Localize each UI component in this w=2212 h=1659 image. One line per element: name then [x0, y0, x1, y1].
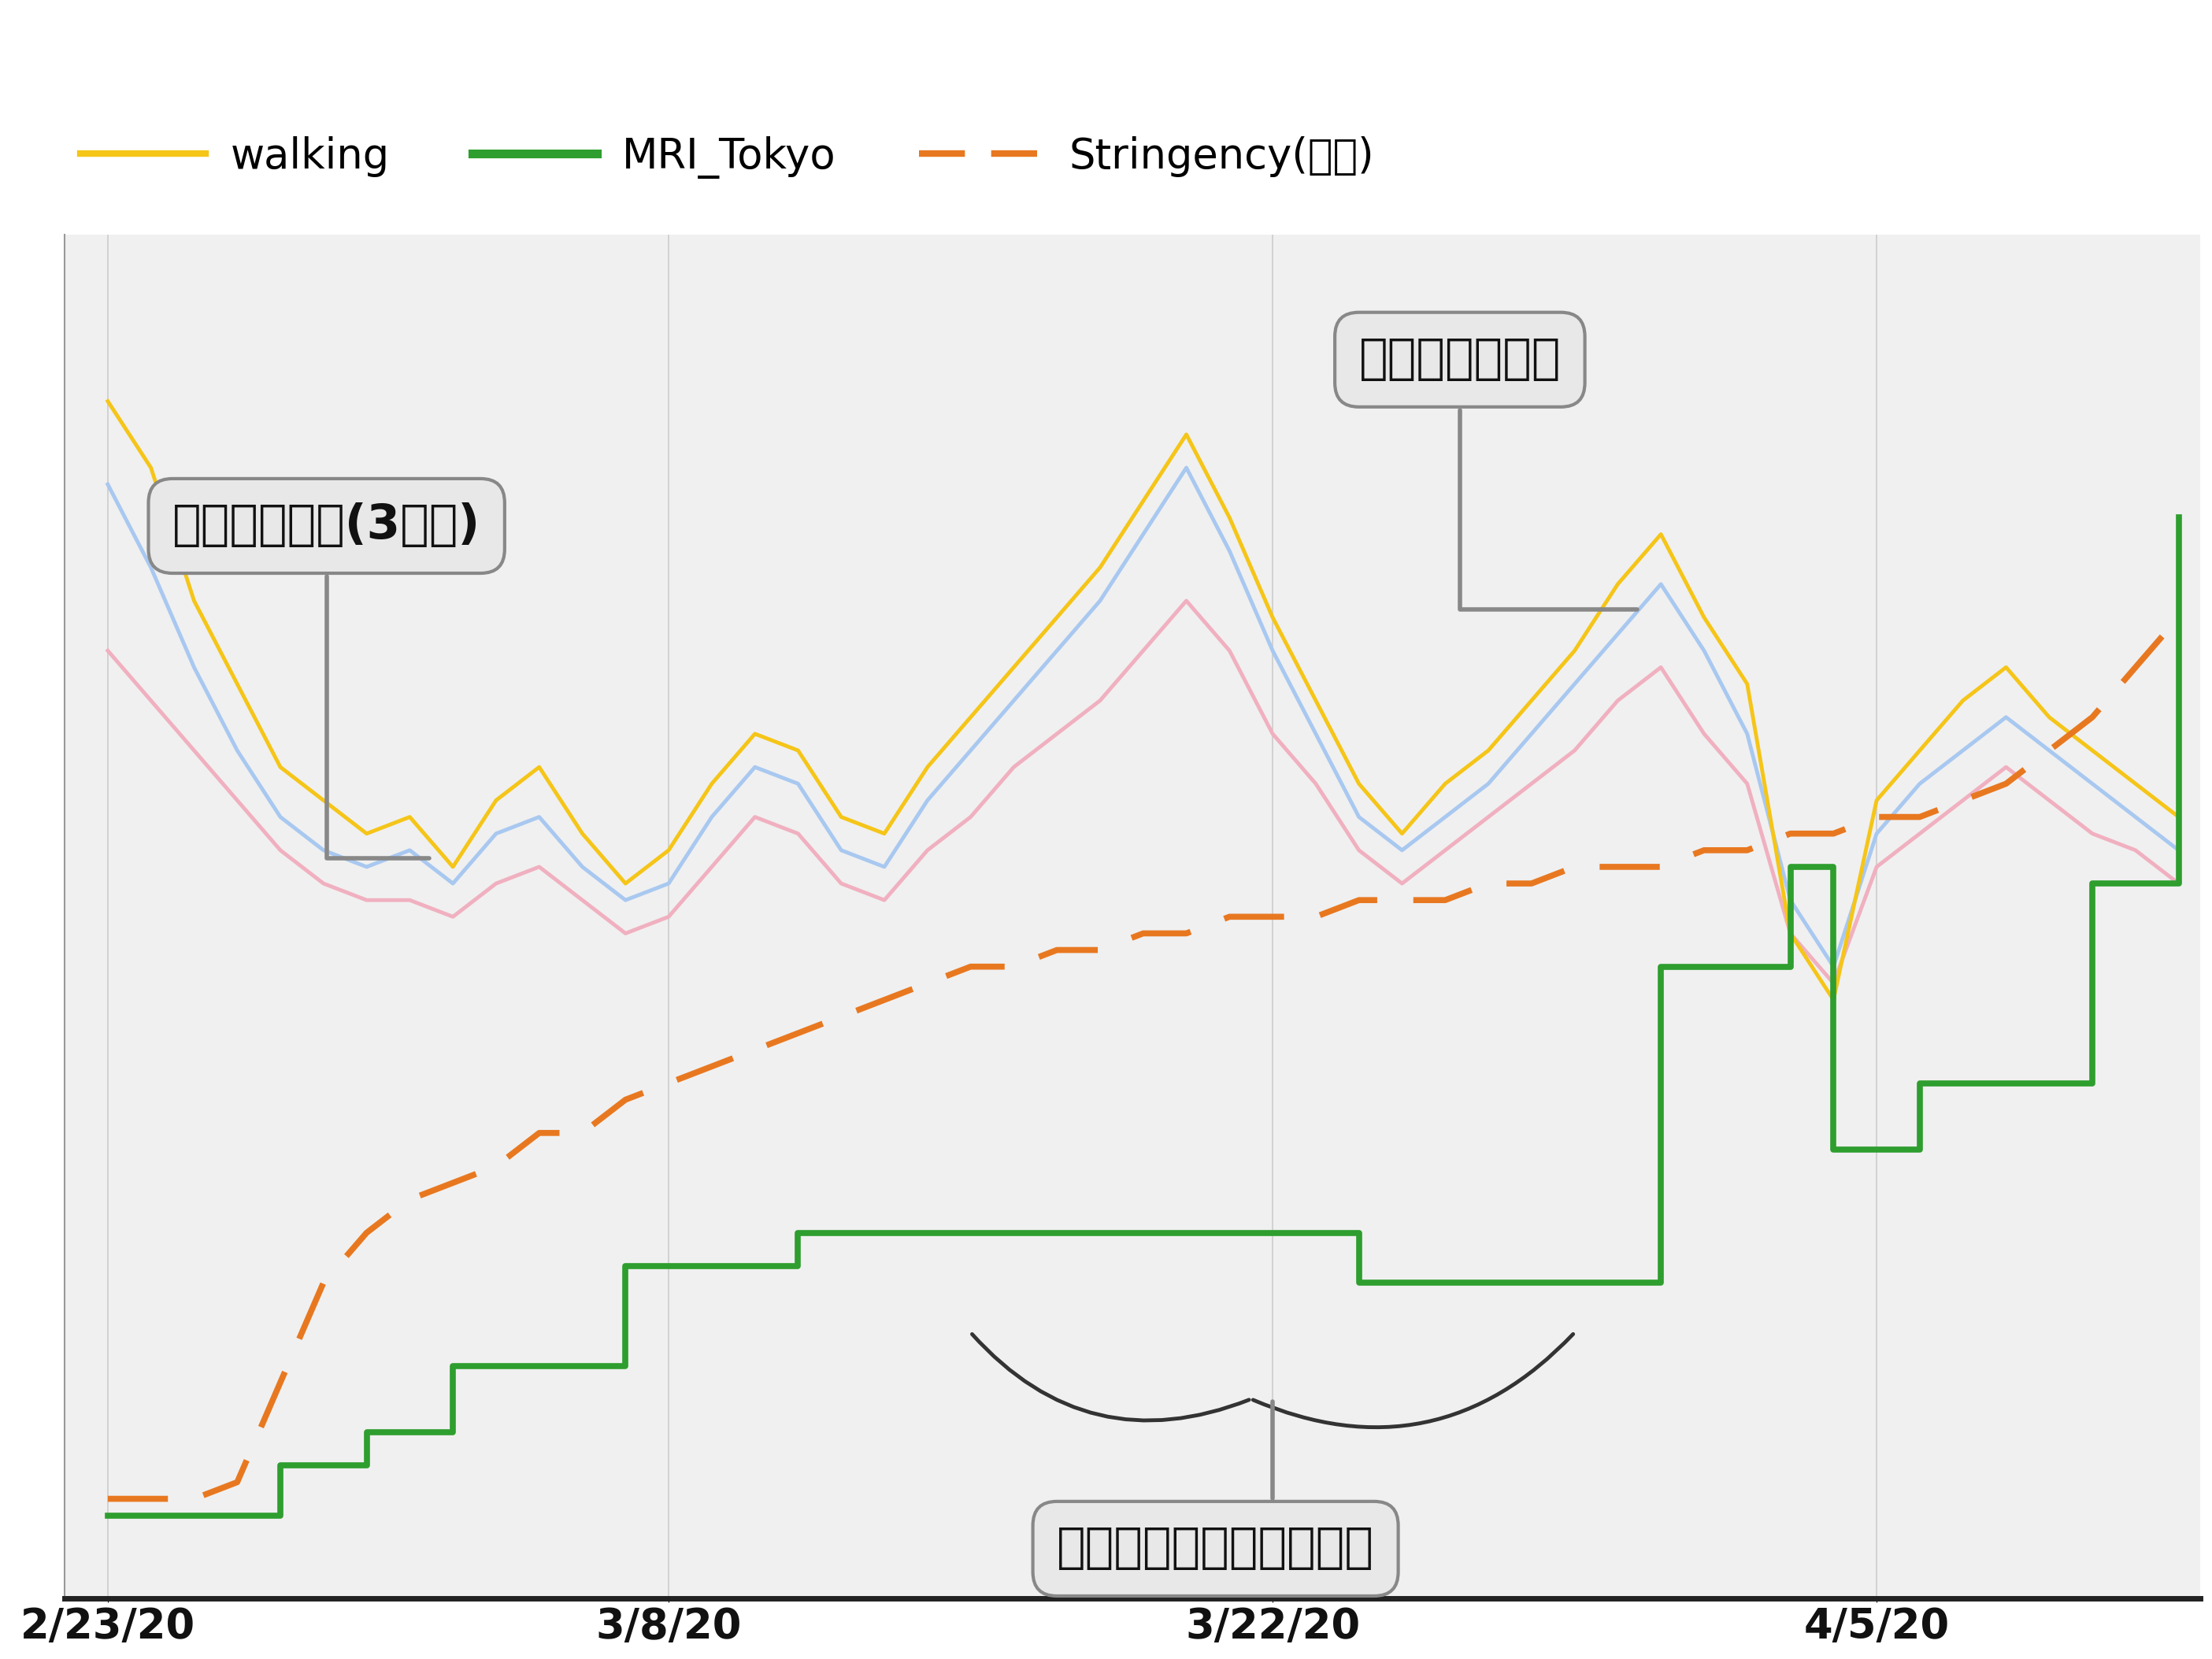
Text: 外出自貜要請(3週間): 外出自貜要請(3週間) [173, 503, 480, 859]
Text: 週末の自粛制限: 週末の自粛制限 [1358, 337, 1637, 609]
Legend: walking, MRI_Tokyo, Stringency(日本): walking, MRI_Tokyo, Stringency(日本) [64, 119, 1391, 196]
Text: ・移動量の跳ね上がり時: ・移動量の跳ね上がり時 [1057, 1402, 1374, 1573]
